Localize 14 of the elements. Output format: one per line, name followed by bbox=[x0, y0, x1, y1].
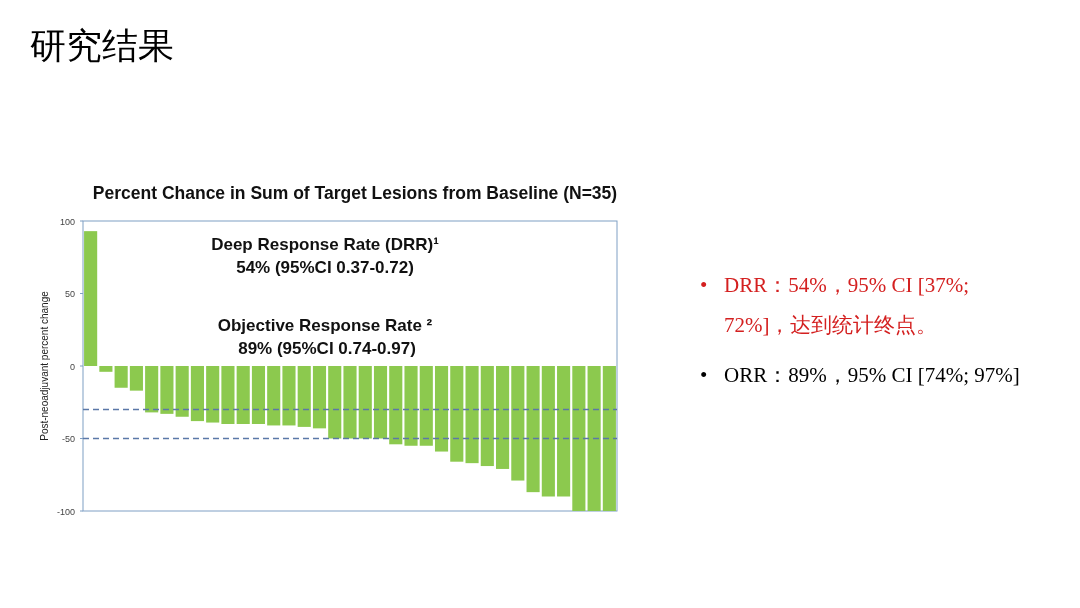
annotation: 54% (95%CI 0.37-0.72) bbox=[236, 258, 414, 277]
y-tick-label: 100 bbox=[59, 216, 75, 227]
y-tick-label: 50 bbox=[64, 289, 75, 299]
y-tick-label: 0 bbox=[69, 361, 75, 372]
text: • DRR：54%，95% CI [37%; 72%]，达到统计终点。 bbox=[700, 272, 970, 339]
chart-subtitle: Percent Chance in Sum of Target Lesions from Baseline (N=35) bbox=[92, 183, 618, 203]
y-axis-title: Post-neoadjuvant percent change bbox=[39, 290, 50, 441]
text: • ORR：89%，95% CI [74%; 97%] bbox=[700, 362, 1021, 389]
annotation: Objective Response Rate ² bbox=[217, 316, 433, 335]
chart-title: 研究结果 bbox=[30, 24, 174, 68]
y-tick-label: -50 bbox=[61, 434, 75, 444]
annotation: Deep Response Rate (DRR)¹ bbox=[211, 235, 440, 254]
y-tick-label: -100 bbox=[56, 506, 75, 517]
annotation: 89% (95%CI 0.74-0.97) bbox=[238, 339, 416, 358]
